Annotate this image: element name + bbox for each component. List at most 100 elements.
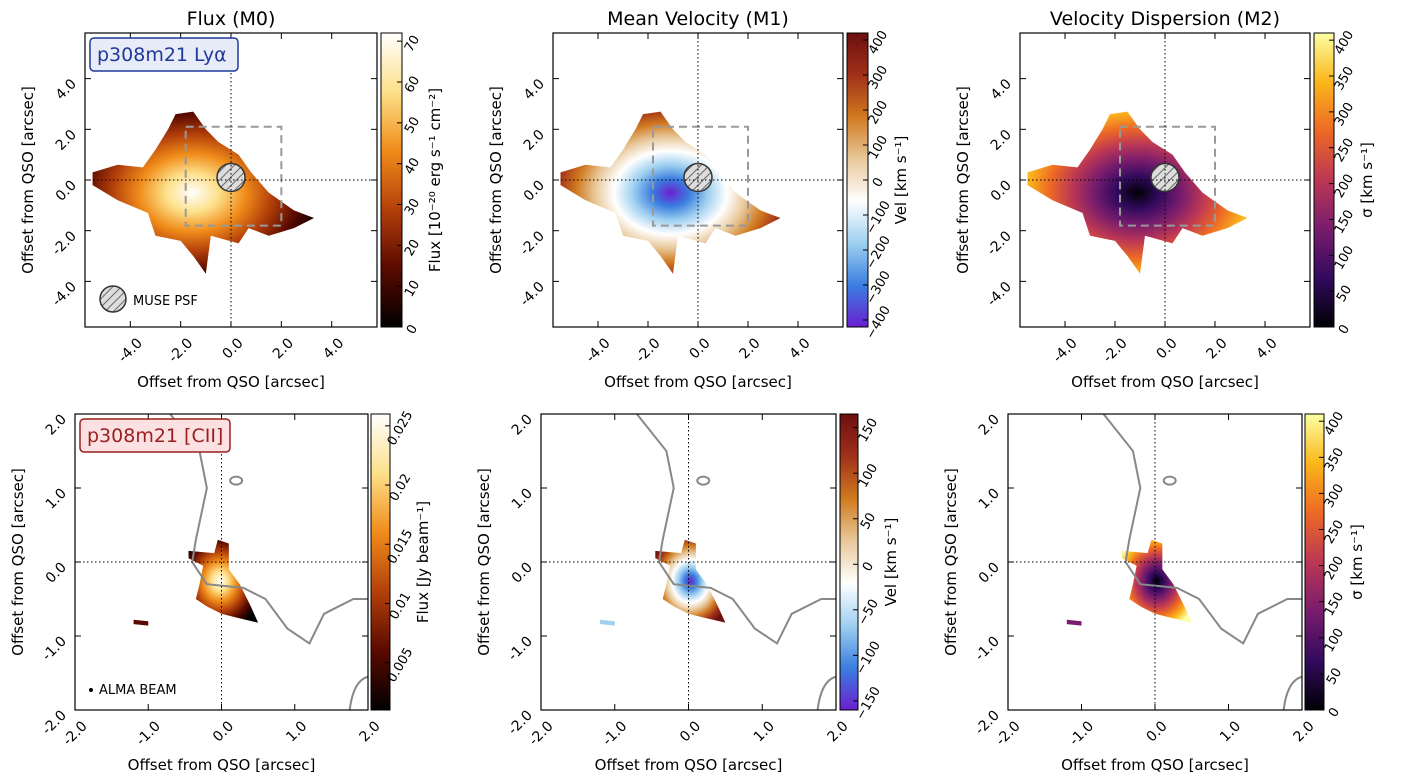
y-tick-label: -4.0: [984, 279, 1015, 310]
plot-area: [1020, 33, 1310, 327]
x-tick-label: 2.0: [357, 718, 384, 745]
x-tick-label: 0.0: [1154, 335, 1181, 362]
y-tick-label: -1.0: [972, 634, 1003, 665]
x-tick-label: -1.0: [600, 718, 631, 749]
colorbar-tick-label: −50: [855, 597, 882, 628]
x-tick-label: 1.0: [283, 718, 310, 745]
y-tick-label: 0.0: [509, 560, 536, 587]
y-tick-label: 2.0: [521, 127, 548, 154]
plot-area: [75, 414, 368, 710]
x-axis-label: Offset from QSO [arcsec]: [1061, 756, 1249, 774]
x-tick-label: 2.0: [825, 718, 852, 745]
y-tick-label: -2.0: [517, 228, 548, 259]
colorbar-tick-label: 0: [404, 322, 421, 337]
panel: -2.0 -1.0 0.0 1.0 2.0-2.0-1.00.01.02.0Offset…: [9, 409, 432, 774]
colorbar-tick-label: 50: [858, 510, 879, 532]
colorbar: [380, 32, 403, 328]
colorbar: [1304, 413, 1325, 711]
colorbar-tick-label: 100: [1332, 243, 1357, 272]
y-axis-label: Offset from QSO [arcsec]: [942, 468, 960, 656]
colorbar: [370, 413, 391, 711]
emission-map: [1121, 539, 1192, 623]
colorbar-tick-label: 200: [1322, 554, 1347, 583]
panel: -2.0 -1.0 0.0 1.0 2.0-2.0-1.00.01.02.0Offset…: [475, 412, 900, 774]
colorbar-label: σ [km s⁻¹]: [1358, 142, 1376, 218]
y-axis-label: Offset from QSO [arcsec]: [475, 468, 493, 656]
colorbar-tick-label: 0: [870, 175, 887, 190]
x-tick-label: 2.0: [737, 335, 764, 362]
x-tick-label: -1.0: [1066, 718, 1097, 749]
x-tick-label: -2.0: [1100, 335, 1131, 366]
plot-area: [85, 33, 377, 327]
colorbar-tick-label: 50: [402, 115, 423, 137]
y-tick-label: 2.0: [43, 412, 70, 439]
emission-map: [1027, 111, 1248, 274]
emission-map: [188, 539, 259, 623]
contour: [636, 414, 836, 645]
colorbar-tick-label: 50: [1324, 666, 1345, 688]
x-tick-label: -1.0: [133, 718, 164, 749]
colorbar-tick-label: 150: [1332, 208, 1357, 237]
colorbar-label: σ [km s⁻¹]: [1348, 524, 1366, 600]
colorbar-tick-label: 0: [1326, 705, 1343, 720]
colorbar-tick-label: 200: [1332, 172, 1357, 201]
x-tick-label: 0.0: [677, 718, 704, 745]
x-axis-label: Offset from QSO [arcsec]: [1071, 373, 1259, 391]
colorbar-tick-label: 0: [860, 560, 877, 575]
x-tick-label: -2.0: [633, 335, 664, 366]
dashed-box: [652, 125, 749, 227]
contour: [816, 675, 836, 710]
emission-clump: [133, 619, 149, 626]
contour: [696, 475, 711, 486]
contour: [1102, 414, 1302, 645]
beam-legend: [89, 688, 93, 692]
psf-legend: [99, 285, 127, 313]
colorbar-tick-label: 40: [402, 155, 423, 177]
y-tick-label: 1.0: [43, 486, 70, 513]
colorbar-tick-label: 70: [402, 33, 423, 55]
contour: [348, 675, 368, 710]
y-tick-label: 2.0: [976, 412, 1003, 439]
colorbar-tick-label: 100: [866, 133, 891, 162]
x-tick-label: 0.0: [1144, 718, 1171, 745]
x-axis-label: Offset from QSO [arcsec]: [128, 756, 316, 774]
contour: [1282, 675, 1302, 710]
colorbar-tick-label: 100: [856, 461, 881, 490]
colorbar-tick-label: 350: [1332, 64, 1357, 93]
panel: -2.0 -1.0 0.0 1.0 2.0-2.0-1.00.01.02.0Offset…: [942, 409, 1366, 774]
x-tick-label: -4.0: [583, 335, 614, 366]
colorbar: [1313, 32, 1335, 328]
x-tick-label: 4.0: [1254, 335, 1281, 362]
y-tick-label: 0.0: [521, 178, 548, 205]
colorbar-tick-label: 400: [1332, 28, 1357, 57]
emission-map: [92, 111, 315, 274]
contour: [1162, 475, 1177, 486]
y-tick-label: -4.0: [517, 279, 548, 310]
x-tick-label: 2.0: [270, 335, 297, 362]
label-box: [89, 37, 239, 72]
emission-clump: [1066, 619, 1082, 626]
source-label: p308m21 Lyα: [97, 44, 227, 66]
colorbar-label: Vel [km s⁻¹]: [892, 136, 910, 225]
colorbar-tick-label: 20: [402, 237, 423, 259]
x-axis-label: Offset from QSO [arcsec]: [595, 756, 783, 774]
y-axis-label: Offset from QSO [arcsec]: [9, 468, 27, 656]
y-axis-label: Offset from QSO [arcsec]: [19, 86, 37, 274]
plot-area: [553, 33, 843, 327]
colorbar-tick-label: 350: [1322, 445, 1347, 474]
y-tick-label: 0.0: [988, 178, 1015, 205]
y-tick-label: -4.0: [49, 279, 80, 310]
x-tick-label: 2.0: [1204, 335, 1231, 362]
colorbar-tick-label: 150: [856, 416, 881, 445]
y-tick-label: 4.0: [988, 76, 1015, 103]
x-tick-label: 2.0: [1291, 718, 1318, 745]
colorbar-tick-label: 100: [1322, 626, 1347, 655]
colorbar-label: Flux [10⁻²⁰ erg s⁻¹ cm⁻²]: [426, 88, 444, 272]
y-tick-label: 0.0: [43, 560, 70, 587]
y-axis-label: Offset from QSO [arcsec]: [954, 86, 972, 274]
x-tick-label: 0.0: [210, 718, 237, 745]
source-label: p308m21 [CII]: [87, 425, 223, 447]
colorbar-tick-label: 400: [866, 28, 891, 57]
colorbar-label: Flux [Jy beam⁻¹]: [414, 501, 432, 623]
